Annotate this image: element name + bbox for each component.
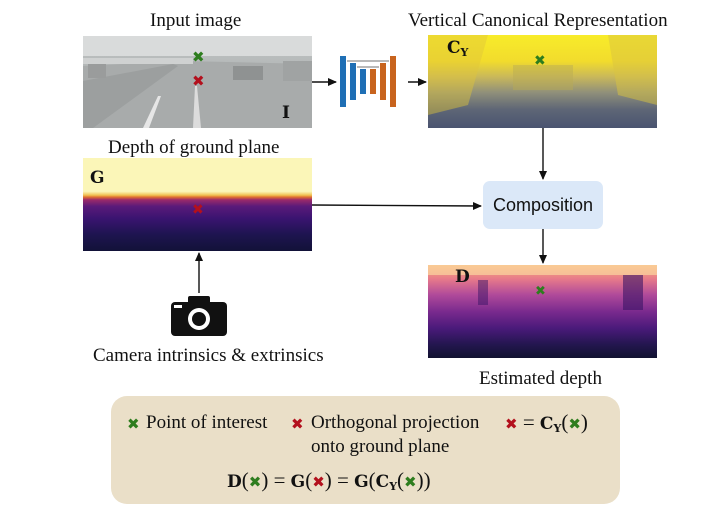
legend-green-cross-icon: ✖ (127, 415, 140, 433)
road-scene (83, 36, 312, 128)
input-image-panel: ✖ ✖ I (83, 36, 312, 128)
legend-red-cross-icon: ✖ (291, 415, 304, 433)
ground-depth-caption: Depth of ground plane (108, 137, 280, 158)
point-of-interest-marker: ✖ (192, 48, 205, 66)
depth-point-marker: ✖ (535, 284, 546, 299)
network-icon (340, 56, 396, 107)
ground-projection-marker: ✖ (192, 72, 205, 90)
legend-box: ✖ Point of interest ✖ Orthogonal project… (111, 396, 620, 504)
ground-depth-panel: ✖ G (83, 158, 312, 251)
camera-icon (171, 296, 227, 336)
legend-ortho-line2: onto ground plane (311, 436, 450, 457)
estimated-depth-panel: ✖ D (428, 265, 657, 358)
vcr-caption: Vertical Canonical Representation (408, 10, 668, 31)
legend-point-of-interest: Point of interest (146, 412, 268, 433)
input-image-caption: Input image (150, 10, 242, 31)
camera-caption: Camera intrinsics & extrinsics (93, 345, 324, 366)
estimated-depth-caption: Estimated depth (479, 368, 602, 389)
legend-ortho-line1: Orthogonal projection (311, 412, 480, 433)
vcr-point-marker: ✖ (534, 53, 546, 69)
depth-panel-label: D (455, 267, 470, 287)
ground-panel-label: G (90, 168, 105, 188)
input-panel-label: I (282, 103, 290, 123)
arrow-ground-to-composition (311, 201, 482, 210)
vcr-panel: ✖ CY (428, 35, 657, 128)
composition-box: Composition (483, 181, 603, 229)
legend-equation-1: ✖ = CY(✖) (505, 410, 588, 435)
ground-projection-marker-2: ✖ (192, 202, 204, 218)
vcr-panel-label: CY (447, 38, 469, 59)
legend-equation-2: D(✖) = G(✖) = G(CY(✖)) (227, 468, 431, 493)
